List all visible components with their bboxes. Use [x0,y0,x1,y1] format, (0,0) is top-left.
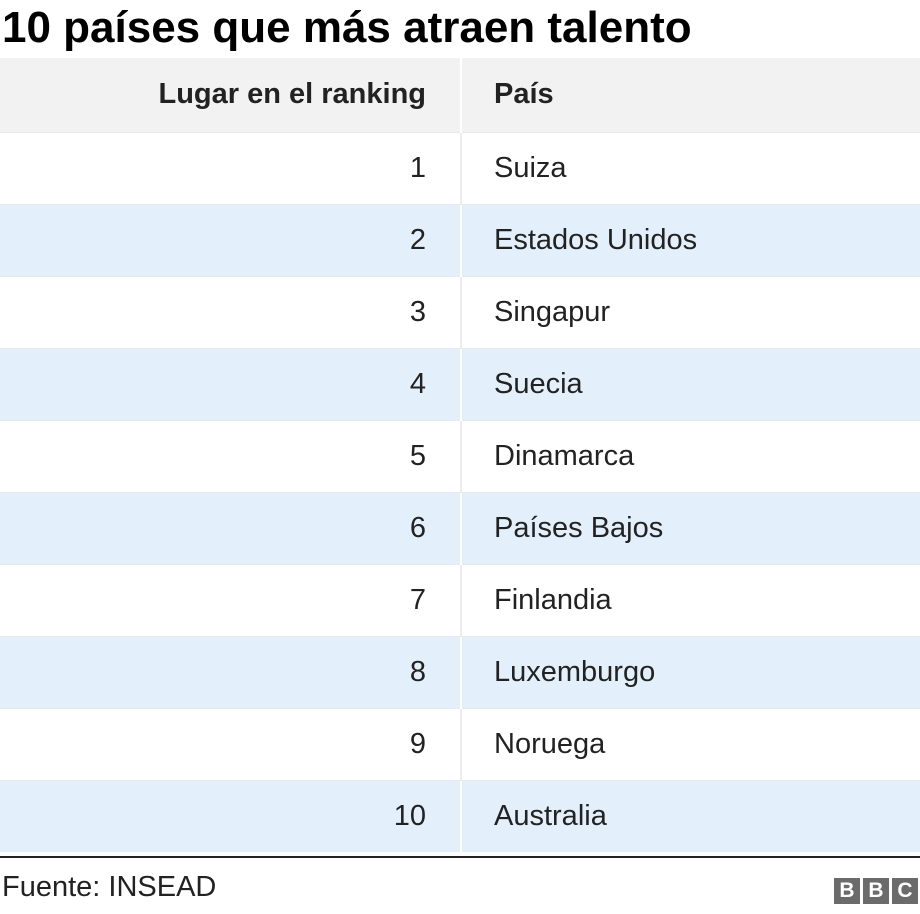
rank-cell: 4 [0,347,462,420]
table-row: 6 Países Bajos [0,491,920,564]
rank-cell: 7 [0,563,462,636]
country-cell: Singapur [461,275,920,348]
header-country: País [461,58,920,132]
rank-cell: 10 [0,779,462,852]
table-row: 5 Dinamarca [0,419,920,492]
rank-cell: 1 [0,131,462,204]
bbc-logo: B B C [834,878,918,904]
table-row: 8 Luxemburgo [0,635,920,708]
table-row: 1 Suiza [0,131,920,204]
country-cell: Luxemburgo [461,635,920,708]
country-cell: Suiza [461,131,920,204]
header-rank: Lugar en el ranking [0,58,462,132]
country-cell: Estados Unidos [461,203,920,276]
bbc-logo-letter: C [892,878,918,904]
rank-cell: 2 [0,203,462,276]
chart-title: 10 países que más atraen talento [2,3,692,52]
country-cell: Dinamarca [461,419,920,492]
bbc-logo-letter: B [834,878,860,904]
bbc-logo-letter: B [863,878,889,904]
table-body: 1 Suiza 2 Estados Unidos 3 Singapur 4 Suecia 5 Di… [0,131,920,852]
table-row: 2 Estados Unidos [0,203,920,276]
source-note: Fuente: INSEAD [2,871,217,903]
footer-divider [0,856,920,858]
country-cell: Países Bajos [461,491,920,564]
table-row: 10 Australia [0,779,920,852]
ranking-table-container: Lugar en el ranking País 1 Suiza 2 Estados … [0,58,920,852]
table-row: 7 Finlandia [0,563,920,636]
rank-cell: 9 [0,707,462,780]
ranking-table: Lugar en el ranking País 1 Suiza 2 Estados … [0,58,920,852]
rank-cell: 8 [0,635,462,708]
table-row: 9 Noruega [0,707,920,780]
country-cell: Noruega [461,707,920,780]
table-row: 3 Singapur [0,275,920,348]
country-cell: Suecia [461,347,920,420]
rank-cell: 6 [0,491,462,564]
rank-cell: 5 [0,419,462,492]
table-header-row: Lugar en el ranking País [0,58,920,132]
rank-cell: 3 [0,275,462,348]
table-row: 4 Suecia [0,347,920,420]
country-cell: Australia [461,779,920,852]
country-cell: Finlandia [461,563,920,636]
